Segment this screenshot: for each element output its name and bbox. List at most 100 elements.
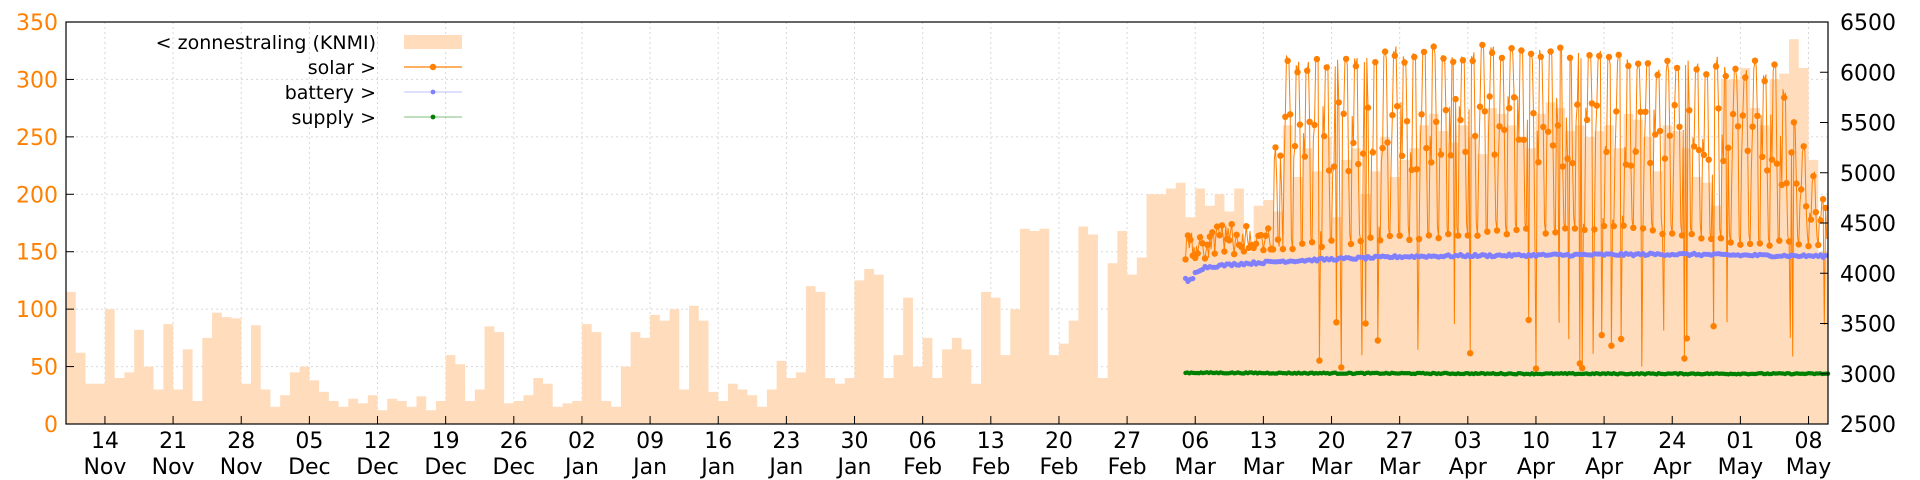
solar-point (1810, 172, 1817, 180)
solar-point (1705, 156, 1712, 163)
x-tick-label-month: May (1718, 455, 1763, 480)
y-tick-label-right: 6000 (1840, 61, 1896, 86)
solar-point (1790, 119, 1798, 126)
solar-point (1608, 342, 1615, 349)
solar-point (1617, 335, 1625, 343)
solar-point (1345, 167, 1352, 175)
x-tick-label-month: Nov (152, 455, 195, 480)
solar-point (1277, 152, 1284, 159)
solar-point (1695, 146, 1703, 154)
solar-point (1776, 237, 1783, 244)
solar-point (1243, 223, 1250, 230)
x-tick-label-day: 16 (704, 429, 732, 454)
solar-point (1734, 123, 1742, 130)
solar-point (1681, 355, 1688, 362)
solar-point (1766, 242, 1773, 249)
x-tick-label-day: 13 (1249, 429, 1277, 454)
y-tick-label-right: 6500 (1840, 11, 1896, 36)
solar-point (1279, 245, 1287, 253)
y-tick-label-left: 0 (44, 413, 58, 438)
solar-point (1717, 235, 1725, 242)
solar-point (1433, 118, 1440, 126)
x-tick-label-day: 01 (1726, 429, 1754, 454)
solar-point (1194, 250, 1201, 257)
solar-point (1725, 144, 1732, 151)
battery-point (1823, 252, 1829, 259)
solar-point (1564, 155, 1571, 162)
solar-point (1403, 118, 1411, 125)
solar-point (1802, 203, 1810, 210)
solar-point (1406, 236, 1413, 243)
solar-point (1715, 105, 1722, 112)
legend-swatch-marker (430, 89, 436, 95)
solar-point (1211, 250, 1218, 257)
solar-point (1598, 331, 1605, 339)
solar-point (1469, 57, 1476, 65)
x-tick-label-day: 12 (364, 429, 392, 454)
solar-point (1420, 48, 1428, 56)
solar-point (1659, 230, 1666, 238)
solar-point (1321, 132, 1328, 140)
legend-label: solar > (308, 57, 376, 79)
solar-point (1678, 232, 1686, 239)
solar-point (1274, 236, 1282, 243)
solar-point (1773, 160, 1781, 167)
x-tick-label-month: Feb (1108, 455, 1147, 480)
x-tick-label-day: 06 (1181, 429, 1209, 454)
x-tick-label-month: Feb (971, 455, 1010, 480)
x-tick-label-month: Dec (424, 455, 467, 480)
solar-point (1613, 108, 1620, 115)
solar-point (1566, 54, 1574, 61)
solar-point (1532, 365, 1540, 372)
solar-point (1637, 108, 1644, 116)
solar-point (1793, 180, 1800, 187)
solar-point (1311, 121, 1318, 129)
solar-point (1708, 235, 1715, 243)
x-tick-label-month: Apr (1585, 455, 1624, 480)
solar-point (1379, 144, 1386, 152)
solar-point (1710, 323, 1717, 330)
x-tick-label-month: Apr (1653, 455, 1692, 480)
solar-point (1338, 364, 1345, 371)
solar-point (1384, 139, 1391, 146)
solar-point (1323, 64, 1330, 71)
x-tick-label-day: 30 (841, 429, 869, 454)
solar-point (1693, 66, 1700, 73)
zonnestraling-area-fill (66, 39, 1828, 424)
solar-point (1703, 71, 1710, 78)
solar-point (1523, 225, 1530, 232)
solar-point (1352, 62, 1360, 70)
solar-point (1591, 226, 1598, 233)
x-axis: 14Nov21Nov28Nov05Dec12Dec19Dec26Dec02Jan… (83, 416, 1831, 480)
solar-point (1542, 230, 1549, 237)
solar-point (1778, 181, 1786, 188)
solar-point (1201, 255, 1209, 262)
solar-point (1785, 238, 1793, 245)
y-tick-label-right: 5500 (1840, 112, 1896, 137)
legend-swatch-zonnestraling (404, 35, 462, 49)
solar-point (1666, 132, 1674, 139)
y-tick-label-left: 200 (16, 183, 58, 208)
solar-point (1428, 159, 1435, 166)
solar-point (1596, 52, 1603, 60)
solar-point (1330, 163, 1338, 170)
solar-point (1569, 159, 1576, 167)
x-tick-label-month: Dec (493, 455, 536, 480)
y-tick-label-right: 4000 (1840, 262, 1896, 287)
x-tick-label-month: Nov (83, 455, 126, 480)
solar-point (1746, 240, 1754, 248)
solar-point (1291, 142, 1299, 150)
solar-point (1447, 152, 1455, 159)
solar-point (1620, 222, 1627, 229)
solar-point (1364, 104, 1372, 111)
solar-point (1527, 50, 1535, 57)
solar-point (1737, 241, 1744, 248)
x-tick-label-day: 06 (909, 429, 937, 454)
y-tick-label-right: 2500 (1840, 413, 1896, 438)
solar-point (1335, 99, 1343, 106)
solar-point (1817, 217, 1824, 224)
x-tick-label-day: 27 (1386, 429, 1414, 454)
solar-point (1391, 52, 1399, 59)
solar-point (1199, 240, 1206, 247)
solar-point (1308, 239, 1316, 246)
